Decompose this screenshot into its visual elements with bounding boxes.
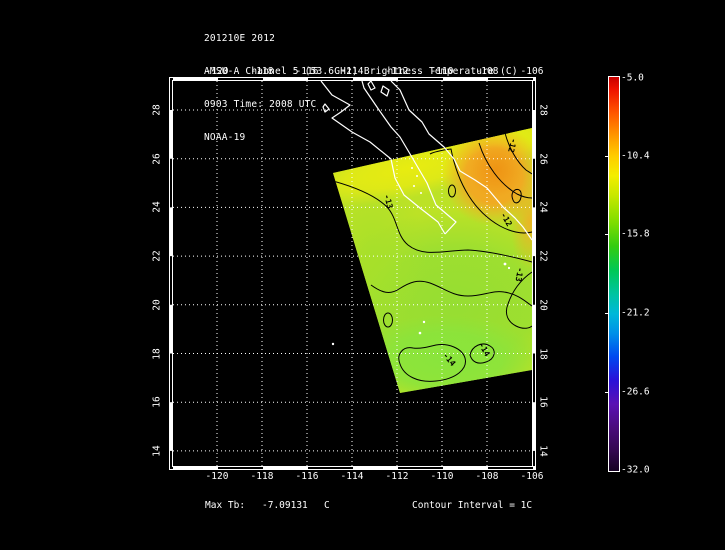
lat-tick-left: 18 — [151, 348, 163, 360]
lon-tick-top: -108 — [475, 66, 499, 77]
header-time-line: 0903 Time: 2008 UTC — [204, 99, 317, 110]
lon-tick-top: -106 — [520, 66, 544, 77]
lon-tick-top: -116 — [295, 66, 319, 77]
lat-tick-right: 24 — [537, 201, 549, 213]
lat-tick-left: 22 — [151, 250, 163, 262]
plot-header: 201210E 2012 AMSU-A Channel 5 (53.6GHz) … — [204, 11, 518, 165]
colorbar-label: -21.2 — [621, 307, 650, 319]
lon-tick-top: -118 — [250, 66, 274, 77]
colorbar — [608, 76, 620, 472]
lon-tick-top: -114 — [340, 66, 364, 77]
lat-tick-right: 18 — [537, 348, 549, 360]
mainland-mexico-coast — [390, 80, 533, 241]
colorbar-label: -32.0 — [621, 464, 650, 476]
lon-tick-bottom: -108 — [475, 471, 499, 482]
lat-tick-left: 16 — [151, 396, 163, 408]
isla-tiburon — [380, 85, 390, 97]
lon-tick-bottom: -106 — [520, 471, 544, 482]
lat-tick-right: 14 — [537, 445, 549, 457]
isla-cedros — [322, 103, 330, 113]
colorbar-label: -15.8 — [621, 228, 650, 240]
lon-tick-top: -112 — [385, 66, 409, 77]
max-tb-label: Max Tb: — [205, 500, 246, 511]
lat-tick-left: 28 — [151, 104, 163, 116]
lat-tick-right: 22 — [537, 250, 549, 262]
header-satellite-line: NOAA-19 — [204, 132, 246, 143]
lat-tick-left: 26 — [151, 153, 163, 165]
lat-tick-left: 20 — [151, 299, 163, 311]
colorbar-label: -26.6 — [621, 386, 650, 398]
colorbar-tick — [605, 156, 608, 157]
coastline-layer — [320, 80, 533, 346]
lat-tick-right: 26 — [537, 153, 549, 165]
max-tb-value: -7.09131 — [262, 500, 308, 511]
colorbar-label: -5.0 — [621, 72, 644, 84]
lon-tick-bottom: -116 — [295, 471, 319, 482]
map-frame — [169, 77, 536, 470]
lat-tick-right: 20 — [537, 299, 549, 311]
lon-tick-bottom: -118 — [250, 471, 274, 482]
colorbar-tick — [605, 234, 608, 235]
baja-gulf-coast — [361, 80, 457, 235]
lon-tick-bottom: -114 — [340, 471, 364, 482]
lat-tick-right: 16 — [537, 396, 549, 408]
max-tb-unit: C — [324, 500, 330, 511]
isla-angel-de-la-guarda — [367, 80, 376, 91]
colorbar-tick — [605, 392, 608, 393]
contour-lines — [333, 132, 532, 382]
header-id-line: 201210E 2012 — [204, 33, 276, 44]
lon-tick-bottom: -120 — [205, 471, 229, 482]
lon-tick-bottom: -112 — [385, 471, 409, 482]
lat-tick-left: 24 — [151, 201, 163, 213]
contour-interval-label: Contour Interval = 1C — [412, 500, 533, 511]
small-islands — [331, 167, 511, 346]
lat-tick-right: 28 — [537, 104, 549, 116]
colorbar-tick — [605, 313, 608, 314]
lon-tick-top: -120 — [205, 66, 229, 77]
colorbar-label: -10.4 — [621, 150, 650, 162]
header-title-line: AMSU-A Channel 5 (53.6GHz) Brightness Te… — [204, 66, 518, 77]
lon-tick-top: -110 — [430, 66, 454, 77]
lat-tick-left: 14 — [151, 445, 163, 457]
baja-pacific-coast — [320, 80, 446, 235]
lon-tick-bottom: -110 — [430, 471, 454, 482]
